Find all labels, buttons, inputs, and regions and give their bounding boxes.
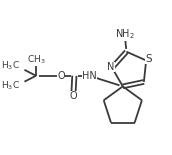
Text: H$_3$C: H$_3$C (1, 80, 20, 92)
Text: HN: HN (82, 71, 97, 81)
Text: N: N (107, 62, 115, 72)
Text: O: O (57, 71, 65, 81)
Text: O: O (70, 91, 77, 101)
Text: S: S (145, 54, 152, 64)
Text: NH$_2$: NH$_2$ (115, 27, 135, 41)
Text: H$_3$C: H$_3$C (1, 60, 20, 72)
Text: CH$_3$: CH$_3$ (27, 54, 45, 66)
